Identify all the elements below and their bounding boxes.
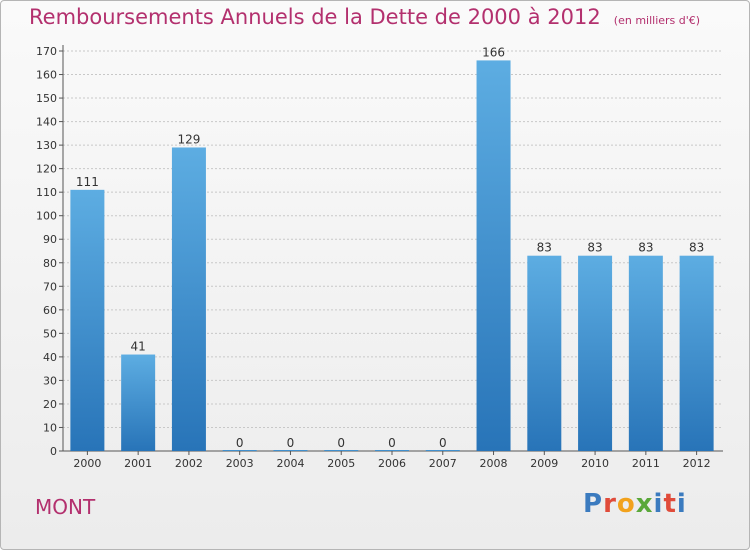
data-label: 129 <box>177 132 200 146</box>
bar <box>375 450 409 451</box>
bar <box>70 189 105 451</box>
tick-labels: 0 10 20 30 40 50 60 70 80 90 100 110 120 130 140 150 160… <box>36 45 711 470</box>
data-label: 0 <box>287 436 295 450</box>
x-tick-label: 2011 <box>632 457 660 470</box>
data-label: 83 <box>537 241 552 255</box>
x-tick-label: 2003 <box>226 457 254 470</box>
x-tick-label: 2007 <box>429 457 457 470</box>
x-tick-label: 2010 <box>581 457 609 470</box>
commune-name: MONT <box>35 495 96 519</box>
data-label: 83 <box>587 241 602 255</box>
x-tick-label: 2004 <box>276 457 304 470</box>
data-label: 41 <box>131 340 146 354</box>
y-tick-label: 60 <box>43 304 57 317</box>
y-tick-label: 0 <box>50 445 57 458</box>
x-tick-label: 2008 <box>480 457 508 470</box>
y-tick-label: 140 <box>36 116 57 129</box>
y-tick-label: 110 <box>36 186 57 199</box>
bar <box>425 450 460 451</box>
x-tick-label: 2009 <box>530 457 558 470</box>
data-label: 83 <box>689 241 704 255</box>
chart-title: Remboursements Annuels de la Dette de 20… <box>29 5 601 29</box>
y-tick-label: 170 <box>36 45 57 58</box>
x-tick-label: 2006 <box>378 457 406 470</box>
y-tick-label: 20 <box>43 398 57 411</box>
bar <box>273 450 308 451</box>
y-tick-label: 80 <box>43 257 57 270</box>
x-tick-label: 2002 <box>175 457 203 470</box>
data-label: 166 <box>482 45 505 59</box>
y-tick-label: 120 <box>36 163 57 176</box>
y-tick-label: 50 <box>43 327 57 340</box>
y-tick-label: 160 <box>36 69 57 82</box>
bar <box>527 255 562 451</box>
bar <box>628 255 663 451</box>
y-tick-label: 100 <box>36 210 57 223</box>
y-tick-label: 70 <box>43 280 57 293</box>
y-tick-label: 10 <box>43 421 57 434</box>
bar <box>476 60 511 451</box>
bar <box>578 255 613 451</box>
y-tick-label: 150 <box>36 92 57 105</box>
axes <box>62 45 723 455</box>
data-label: 0 <box>439 436 447 450</box>
proxiti-logo: Proxiti <box>583 489 687 519</box>
bar <box>171 147 206 451</box>
chart-unit-note: (en milliers d'€) <box>613 14 701 27</box>
bar <box>121 354 156 451</box>
x-tick-label: 2005 <box>327 457 355 470</box>
data-label: 0 <box>337 436 345 450</box>
chart-title-block: Remboursements Annuels de la Dette de 20… <box>29 5 700 29</box>
bar <box>222 450 257 451</box>
y-tick-label: 130 <box>36 139 57 152</box>
x-tick-label: 2001 <box>124 457 152 470</box>
data-label: 0 <box>388 436 396 450</box>
data-labels: 111 41 129 0 0 0 0 0 166 83 83 83 83 <box>76 45 704 450</box>
bar <box>679 255 714 451</box>
grid-lines <box>59 50 723 452</box>
x-tick-label: 2000 <box>73 457 101 470</box>
x-tick-label: 2012 <box>683 457 711 470</box>
y-tick-label: 30 <box>43 374 57 387</box>
bar <box>324 450 359 451</box>
data-label: 0 <box>236 436 244 450</box>
y-tick-label: 90 <box>43 233 57 246</box>
data-label: 111 <box>76 175 99 189</box>
y-tick-label: 40 <box>43 351 57 364</box>
bars <box>70 60 714 451</box>
data-label: 83 <box>638 241 653 255</box>
